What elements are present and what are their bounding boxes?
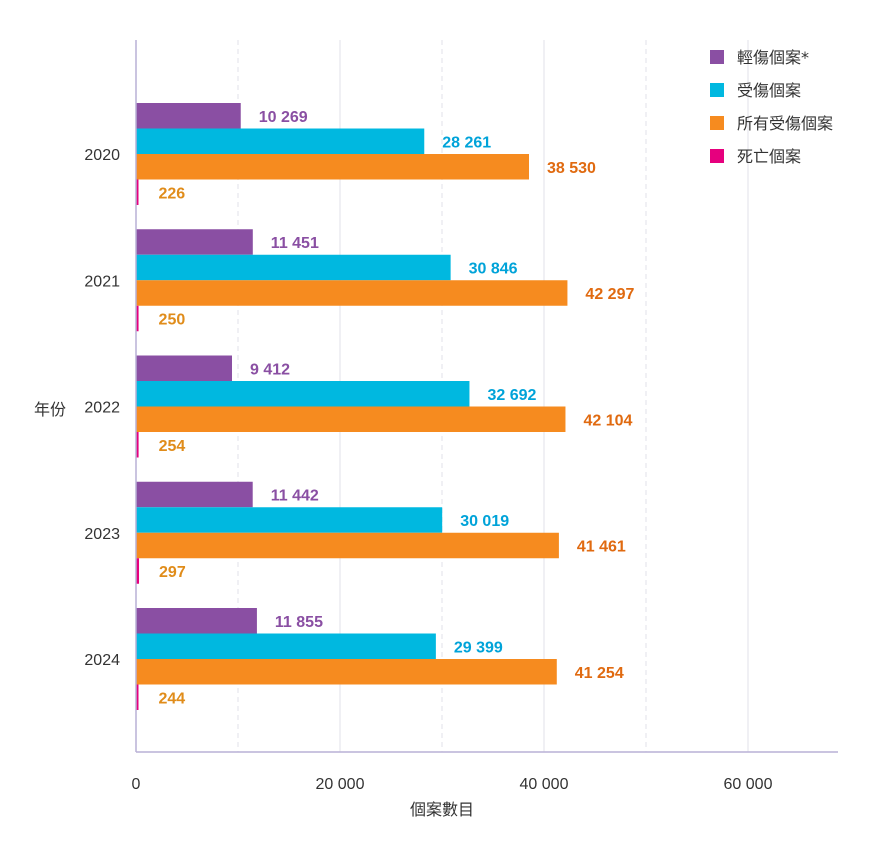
bar	[136, 103, 241, 129]
bar	[136, 507, 443, 533]
data-label: 11 451	[271, 235, 319, 252]
data-label: 42 297	[585, 286, 634, 303]
data-label: 29 399	[454, 639, 503, 656]
data-label: 226	[159, 185, 186, 202]
legend-label: 所有受傷個案	[737, 114, 833, 133]
bar	[136, 558, 140, 584]
data-label: 11 855	[275, 614, 323, 631]
x-tick-label: 20 000	[316, 776, 365, 793]
y-axis-title: 年份	[34, 400, 66, 419]
data-label: 11 442	[271, 488, 319, 505]
bar	[136, 128, 425, 154]
bar	[136, 305, 139, 332]
bar	[136, 254, 451, 281]
bar	[136, 179, 139, 205]
x-axis-title: 個案數目	[410, 800, 474, 819]
bar	[136, 608, 257, 634]
bar	[136, 229, 253, 255]
y-tick-label: 2023	[84, 526, 120, 543]
data-label: 38 530	[547, 160, 596, 177]
data-label: 30 846	[469, 261, 518, 278]
bar	[136, 633, 436, 659]
bar	[136, 481, 253, 508]
bar	[136, 406, 566, 432]
bar	[136, 355, 233, 381]
y-tick-label: 2024	[84, 652, 120, 669]
x-tick-label: 0	[132, 776, 141, 793]
bar	[136, 532, 559, 559]
data-labels: 10 269 28 261 38 530 226 11 451 30 846 42 297 2…	[159, 109, 635, 708]
bar	[136, 432, 139, 458]
bar	[136, 659, 557, 685]
bar	[136, 154, 530, 180]
legend-label: 受傷個案	[737, 81, 801, 100]
data-label: 41 461	[577, 539, 626, 556]
data-label: 30 019	[460, 513, 509, 530]
legend-swatch	[710, 116, 724, 130]
bars	[136, 103, 568, 710]
data-label: 28 261	[442, 134, 491, 151]
y-tick-label: 2022	[84, 400, 120, 417]
data-label: 244	[159, 690, 186, 707]
bar	[136, 381, 470, 407]
legend-swatch	[710, 83, 724, 97]
bar	[136, 684, 139, 710]
axes: 2020 2021 2022 2023 2024 0 20 000 40 000 60 000 個…	[34, 40, 838, 819]
legend-swatch	[710, 50, 724, 64]
y-tick-label: 2020	[84, 147, 120, 164]
data-label: 41 254	[575, 665, 624, 682]
data-label: 254	[159, 438, 186, 455]
y-tick-label: 2021	[84, 273, 120, 290]
data-label: 32 692	[487, 387, 536, 404]
legend-label: 輕傷個案*	[737, 48, 809, 67]
bar	[136, 280, 568, 306]
data-label: 297	[159, 564, 186, 581]
x-tick-label: 40 000	[520, 776, 569, 793]
legend-label: 死亡個案	[737, 147, 801, 166]
legend-swatch	[710, 149, 724, 163]
data-label: 9 412	[250, 361, 290, 378]
data-label: 250	[159, 312, 186, 329]
x-tick-label: 60 000	[724, 776, 773, 793]
data-label: 10 269	[259, 109, 308, 126]
data-label: 42 104	[583, 412, 632, 429]
